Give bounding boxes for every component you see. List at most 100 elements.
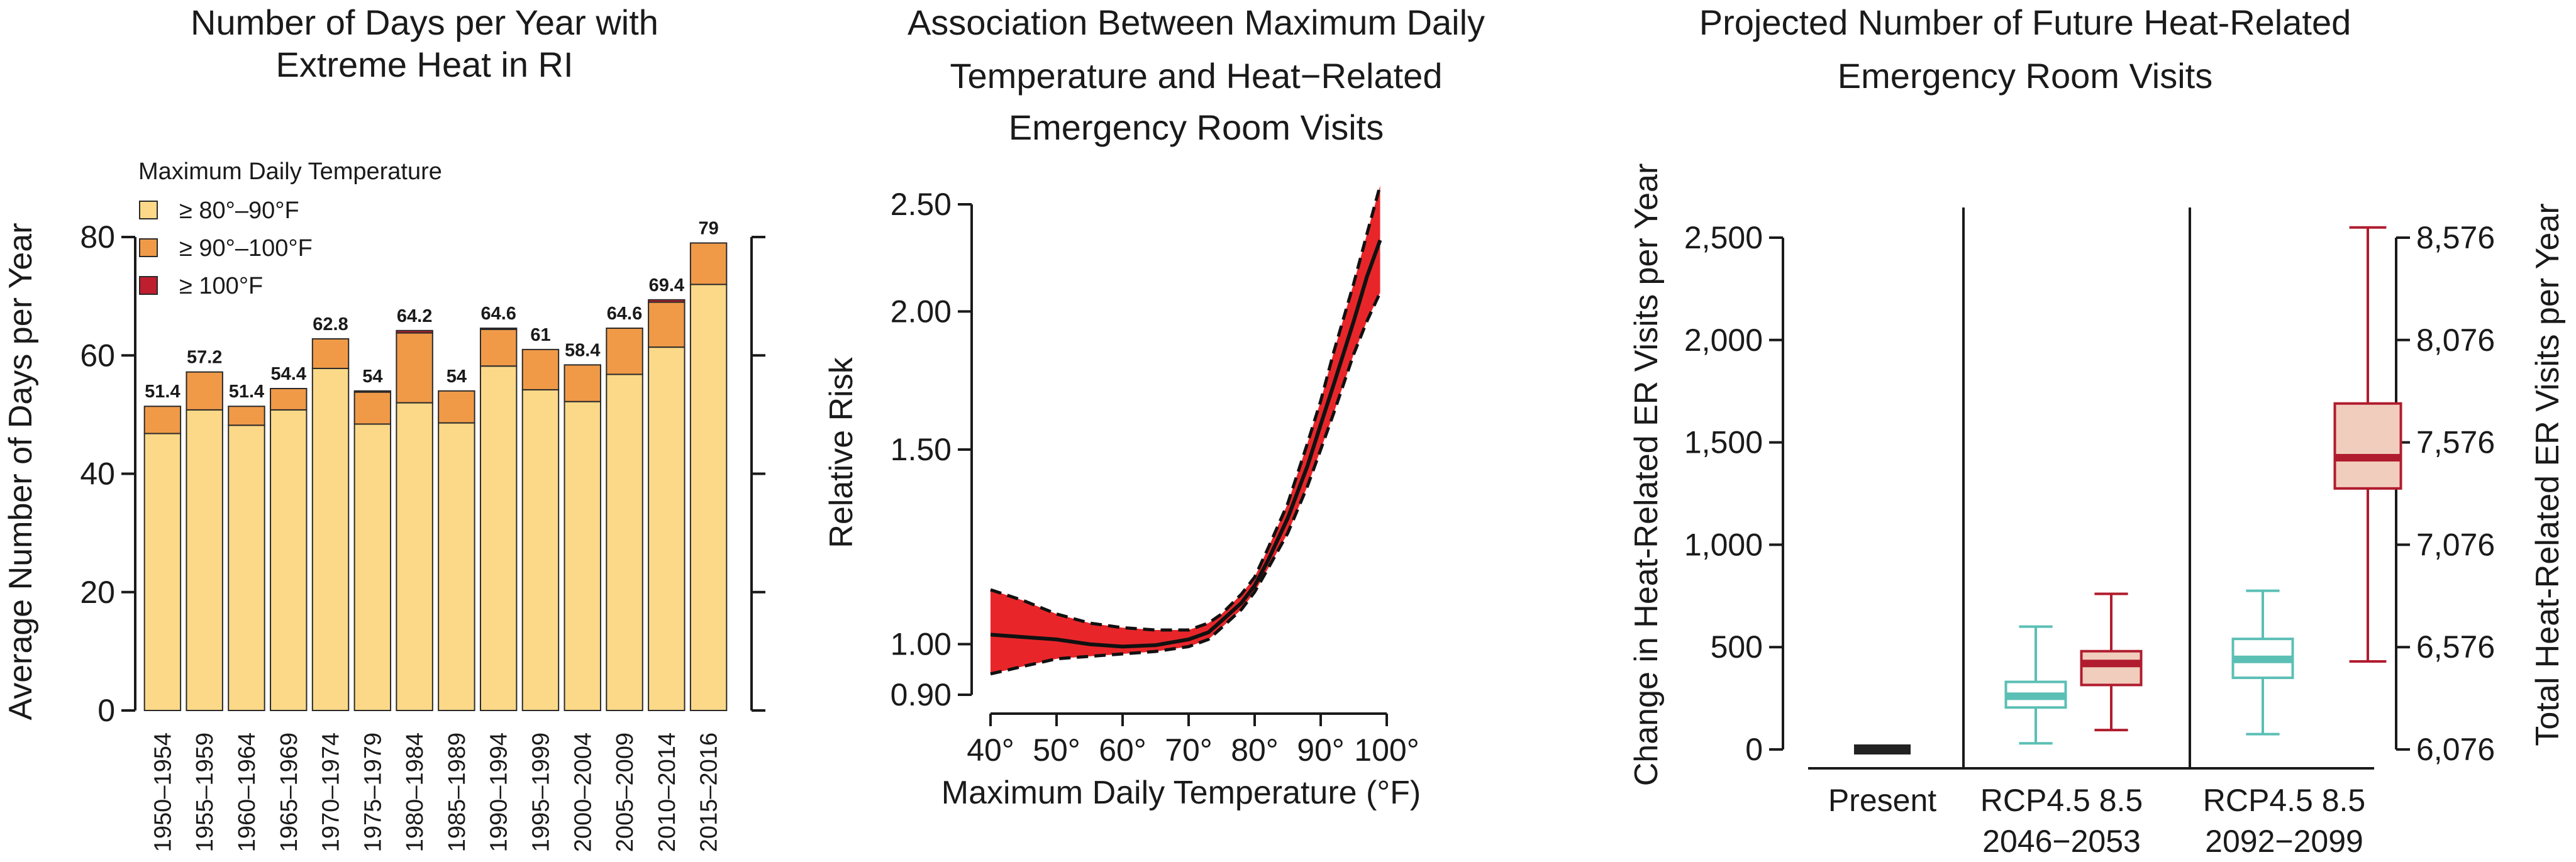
x-tick-label: 1980–1984 bbox=[402, 732, 428, 852]
x-tick-label: 1990–1994 bbox=[486, 732, 513, 852]
panel3-y-tick-label: 1,000 bbox=[1684, 527, 1763, 562]
legend-swatch bbox=[139, 238, 158, 257]
bar-segment bbox=[143, 433, 182, 711]
panel2-x-tick-label: 60° bbox=[1099, 732, 1146, 768]
bar-segment bbox=[479, 365, 518, 711]
group-label: Present bbox=[1828, 783, 1936, 818]
panel1-y-tick-label: 60 bbox=[80, 338, 115, 373]
bar-segment bbox=[143, 406, 182, 434]
panel2-y-tick-label: 1.00 bbox=[891, 627, 952, 662]
bar-total-label: 79 bbox=[698, 218, 718, 238]
bar-total-label: 64.6 bbox=[480, 304, 516, 324]
bar-segment bbox=[521, 348, 560, 390]
bar-segment bbox=[270, 388, 308, 411]
bar-segment bbox=[606, 328, 643, 375]
group-period-label: 2046−2053 bbox=[1982, 824, 2141, 859]
bar-segment bbox=[438, 422, 475, 712]
panel2-title-line1: Association Between Maximum Daily bbox=[908, 3, 1485, 42]
bar-total-label: 64.6 bbox=[607, 304, 642, 324]
legend-label: ≥ 100°F bbox=[179, 273, 263, 299]
present-marker bbox=[1854, 744, 1911, 754]
bar-total-label: 51.4 bbox=[229, 382, 264, 402]
legend-swatch bbox=[139, 276, 158, 295]
panel2-y-tick-label: 2.00 bbox=[891, 294, 952, 329]
legend-label: ≥ 90°–100°F bbox=[179, 235, 313, 262]
panel-relative-risk: Association Between Maximum Daily Temper… bbox=[823, 3, 1485, 811]
bar-segment bbox=[648, 346, 686, 711]
panel2-x-tick-label: 100° bbox=[1354, 732, 1419, 768]
bar-total-label: 61 bbox=[530, 325, 550, 345]
bar-total-label: 62.8 bbox=[313, 314, 348, 334]
bar-total-label: 51.4 bbox=[145, 382, 180, 402]
panel3-title-line2: Emergency Room Visits bbox=[1838, 56, 2213, 96]
panel3-right-tick-label: 8,576 bbox=[2416, 220, 2495, 255]
group-period-label: 2092−2099 bbox=[2205, 824, 2363, 859]
bar-segment bbox=[606, 373, 643, 711]
confidence-band bbox=[991, 185, 1380, 674]
x-tick-label: 2015–2016 bbox=[696, 732, 723, 852]
bar-segment bbox=[689, 284, 728, 711]
bar-total-label: 54 bbox=[447, 367, 467, 387]
panel1-y-tick-label: 40 bbox=[80, 456, 115, 492]
bar-segment bbox=[270, 409, 308, 711]
x-tick-label: 1970–1974 bbox=[318, 732, 345, 852]
panel2-title-line3: Emergency Room Visits bbox=[1009, 108, 1384, 147]
bar-segment bbox=[228, 406, 265, 426]
panel1-y-axis-label: Average Number of Days per Year bbox=[3, 223, 39, 720]
x-tick-label: 1950–1954 bbox=[150, 732, 176, 852]
panel3-y-axis-label: Change in Heat-Related ER Visits per Yea… bbox=[1628, 163, 1665, 787]
panel1-y-tick-label: 0 bbox=[97, 693, 115, 728]
x-tick-label: 1995–1999 bbox=[528, 732, 554, 852]
x-tick-label: 1975–1979 bbox=[360, 732, 386, 852]
panel-er-visits: Projected Number of Future Heat-Related … bbox=[1628, 3, 2566, 859]
bar-segment bbox=[479, 328, 518, 330]
panel1-title-line1: Number of Days per Year with bbox=[191, 3, 658, 42]
legend-swatch bbox=[139, 201, 158, 219]
panel2-x-tick-label: 90° bbox=[1297, 732, 1345, 768]
legend-label: ≥ 80°–90°F bbox=[179, 197, 299, 224]
bar-segment bbox=[564, 401, 601, 711]
panel3-title-line1: Projected Number of Future Heat-Related bbox=[1699, 3, 2351, 42]
bar-segment bbox=[353, 390, 392, 393]
relative-risk-line bbox=[990, 239, 1382, 649]
bar-total-label: 58.4 bbox=[565, 340, 600, 360]
panel2-y-tick-label: 2.50 bbox=[891, 187, 952, 222]
bar-total-label: 57.2 bbox=[187, 348, 222, 368]
box-iqr bbox=[2080, 649, 2143, 687]
panel3-y-tick-label: 2,000 bbox=[1684, 323, 1763, 358]
panel2-x-tick-label: 70° bbox=[1165, 732, 1213, 768]
group-label: RCP4.5 8.5 bbox=[1980, 783, 2143, 818]
bar-segment bbox=[396, 332, 433, 404]
bar-segment bbox=[186, 371, 223, 411]
panel3-right-tick-label: 8,076 bbox=[2416, 323, 2495, 358]
panel3-right-y-axis-label: Total Heat-Related ER Visits per Year bbox=[2529, 203, 2566, 746]
panel2-x-tick-label: 50° bbox=[1033, 732, 1080, 768]
panel3-y-tick-label: 1,500 bbox=[1684, 425, 1763, 460]
panel3-y-tick-label: 2,500 bbox=[1684, 220, 1763, 255]
panel3-right-tick-label: 7,576 bbox=[2416, 425, 2495, 460]
bar-total-label: 64.2 bbox=[397, 306, 432, 326]
panel2-x-tick-label: 40° bbox=[967, 732, 1014, 768]
panel-extreme-heat-days: Number of Days per Year with Extreme Hea… bbox=[3, 3, 765, 852]
x-tick-label: 1965–1969 bbox=[276, 732, 303, 852]
bar-segment bbox=[396, 402, 433, 712]
panel3-y-tick-label: 500 bbox=[1711, 629, 1763, 665]
panel1-title-line2: Extreme Heat in RI bbox=[275, 45, 573, 84]
x-tick-label: 1960–1964 bbox=[234, 732, 260, 852]
bar-segment bbox=[228, 424, 265, 712]
panel3-right-tick-label: 7,076 bbox=[2416, 527, 2495, 562]
panel2-y-tick-label: 1.50 bbox=[891, 432, 952, 467]
panel2-x-axis-label: Maximum Daily Temperature (°F) bbox=[941, 775, 1421, 811]
bar-total-label: 69.4 bbox=[649, 275, 684, 296]
bar-segment bbox=[438, 390, 475, 424]
box-iqr bbox=[2333, 402, 2402, 490]
group-label: RCP4.5 8.5 bbox=[2203, 783, 2365, 818]
panel3-right-tick-label: 6,576 bbox=[2416, 629, 2495, 665]
bar-segment bbox=[564, 364, 601, 402]
bar-segment bbox=[689, 242, 728, 285]
x-tick-label: 1985–1989 bbox=[444, 732, 470, 852]
bar-segment bbox=[186, 409, 223, 711]
x-tick-label: 2000–2004 bbox=[570, 732, 596, 852]
bar-total-label: 54.4 bbox=[271, 364, 306, 384]
